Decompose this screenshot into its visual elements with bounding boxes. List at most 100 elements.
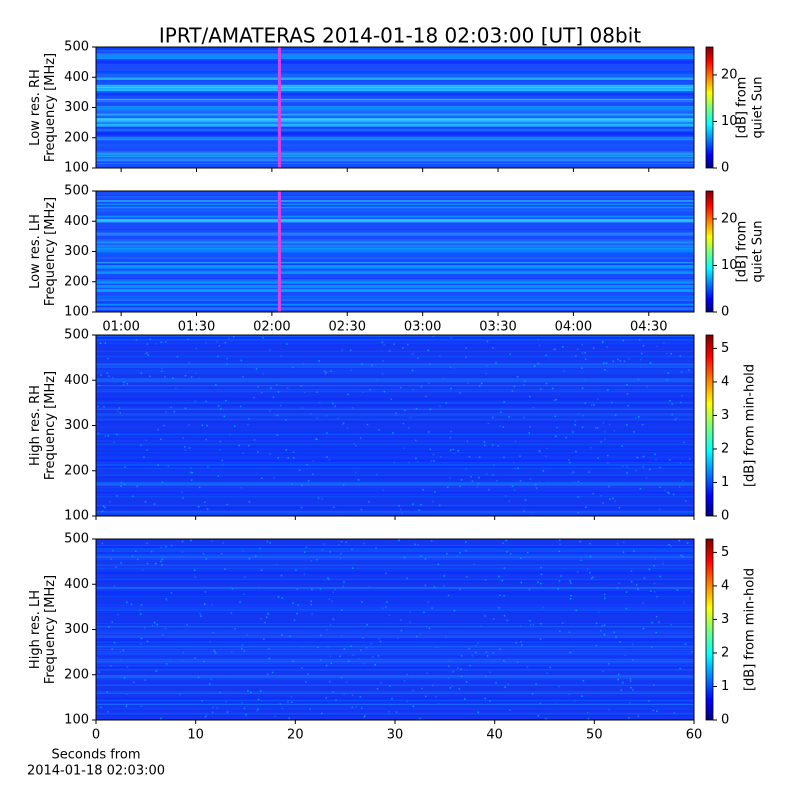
spectrogram-band bbox=[96, 649, 694, 650]
spectrogram-speck bbox=[594, 427, 597, 429]
x-tick-label: 10 bbox=[187, 728, 204, 743]
spectrogram-speck bbox=[658, 621, 660, 623]
spectrogram-speck bbox=[312, 473, 314, 476]
spectrogram-speck bbox=[340, 540, 343, 543]
spectrogram-speck bbox=[501, 579, 504, 582]
spectrogram-speck bbox=[329, 680, 331, 683]
spectrogram-speck bbox=[355, 444, 357, 447]
spectrogram-speck bbox=[509, 353, 512, 355]
spectrogram-speck bbox=[146, 343, 149, 345]
spectrogram-band bbox=[96, 307, 694, 311]
spectrogram-band bbox=[96, 381, 694, 383]
spectrogram-band bbox=[96, 413, 694, 415]
spectrogram-speck bbox=[529, 619, 531, 622]
spectrogram-speck bbox=[155, 342, 158, 345]
spectrogram-speck bbox=[515, 642, 518, 644]
spectrogram-speck bbox=[290, 695, 293, 698]
x-tick-label: 0 bbox=[92, 728, 100, 743]
spectrogram-band bbox=[96, 564, 694, 566]
spectrogram-speck bbox=[540, 582, 542, 585]
y-tick-label: 100 bbox=[64, 713, 89, 728]
spectrogram-speck bbox=[220, 552, 223, 555]
spectrogram-speck bbox=[614, 500, 617, 502]
spectrogram-speck bbox=[608, 663, 610, 665]
spectrogram-speck bbox=[398, 539, 400, 541]
spectrogram-band bbox=[96, 196, 694, 198]
spectrogram-speck bbox=[568, 693, 570, 695]
spectrogram-speck bbox=[104, 435, 107, 437]
spectrogram-band bbox=[96, 218, 694, 222]
spectrogram-speck bbox=[562, 346, 564, 348]
spectrogram-speck bbox=[326, 629, 328, 631]
spectrogram-speck bbox=[659, 466, 661, 469]
spectrogram-speck bbox=[224, 568, 226, 570]
spectrogram-speck bbox=[416, 461, 419, 463]
y-tick-label: 200 bbox=[64, 274, 89, 289]
spectrogram-band bbox=[96, 612, 694, 614]
spectrogram-speck bbox=[408, 427, 410, 430]
spectrogram-speck bbox=[276, 383, 278, 386]
spectrogram-speck bbox=[161, 555, 163, 557]
spectrogram-speck bbox=[424, 558, 427, 560]
spectrogram-speck bbox=[190, 479, 193, 481]
spectrogram-speck bbox=[311, 613, 313, 615]
spectrogram-speck bbox=[450, 336, 452, 339]
spectrogram-speck bbox=[680, 371, 682, 373]
spectrogram-speck bbox=[587, 711, 589, 714]
spectrogram-speck bbox=[546, 447, 548, 450]
spectrogram-speck bbox=[448, 660, 451, 662]
spectrogram-speck bbox=[606, 346, 608, 348]
spectrogram-speck bbox=[432, 335, 434, 338]
spectrogram-speck bbox=[280, 355, 282, 357]
spectrogram-speck bbox=[430, 540, 433, 542]
spectrogram-speck bbox=[361, 363, 363, 365]
spectrogram-speck bbox=[292, 451, 295, 454]
spectrogram-speck bbox=[338, 543, 341, 546]
spectrogram-speck bbox=[286, 343, 288, 345]
spectrogram-speck bbox=[577, 348, 579, 350]
spectrogram-speck bbox=[245, 713, 247, 716]
spectrogram-speck bbox=[279, 404, 282, 407]
spectrogram-speck bbox=[557, 588, 560, 590]
spectrogram-speck bbox=[433, 586, 436, 588]
spectrogram-speck bbox=[360, 508, 363, 511]
spectrogram-band bbox=[96, 601, 694, 603]
spectrogram-speck bbox=[519, 625, 522, 627]
spectrogram-speck bbox=[228, 337, 230, 340]
spectrogram-band bbox=[96, 299, 694, 301]
spectrogram-speck bbox=[668, 543, 670, 546]
spectrogram-speck bbox=[597, 611, 600, 613]
spectrogram-speck bbox=[126, 601, 128, 604]
spectrogram-speck bbox=[149, 375, 151, 378]
spectrogram-speck bbox=[459, 552, 461, 554]
spectrogram-speck bbox=[512, 461, 515, 464]
spectrogram-speck bbox=[558, 580, 561, 582]
spectrogram-speck bbox=[607, 462, 609, 464]
spectrogram-speck bbox=[381, 373, 384, 375]
colorbar-tick-label: 10 bbox=[721, 258, 738, 273]
spectrogram-band bbox=[96, 635, 694, 637]
spectrogram-speck bbox=[98, 671, 101, 673]
spectrogram-speck bbox=[659, 575, 662, 578]
spectrogram-speck bbox=[341, 349, 344, 351]
spectrogram-band bbox=[96, 560, 694, 562]
spectrogram-speck bbox=[528, 588, 531, 591]
spectrogram-speck bbox=[393, 461, 396, 464]
spectrogram-speck bbox=[309, 708, 312, 710]
x-tick-label: 40 bbox=[486, 728, 503, 743]
y-tick-label: 100 bbox=[64, 509, 89, 524]
spectrogram-band bbox=[96, 240, 694, 244]
spectrogram-band bbox=[96, 247, 694, 251]
spectrogram-speck bbox=[210, 678, 212, 681]
spectrogram-speck bbox=[216, 340, 218, 343]
spectrogram-band bbox=[96, 77, 694, 80]
spectrogram-speck bbox=[267, 613, 270, 616]
spectrogram-speck bbox=[602, 502, 604, 504]
spectrogram-speck bbox=[147, 354, 150, 356]
spectrogram-speck bbox=[317, 497, 320, 499]
spectrogram-speck bbox=[184, 375, 187, 377]
spectrogram-speck bbox=[574, 424, 576, 426]
spectrogram-speck bbox=[506, 619, 508, 622]
spectrogram-band bbox=[96, 118, 694, 120]
spectrogram-speck bbox=[430, 460, 433, 462]
